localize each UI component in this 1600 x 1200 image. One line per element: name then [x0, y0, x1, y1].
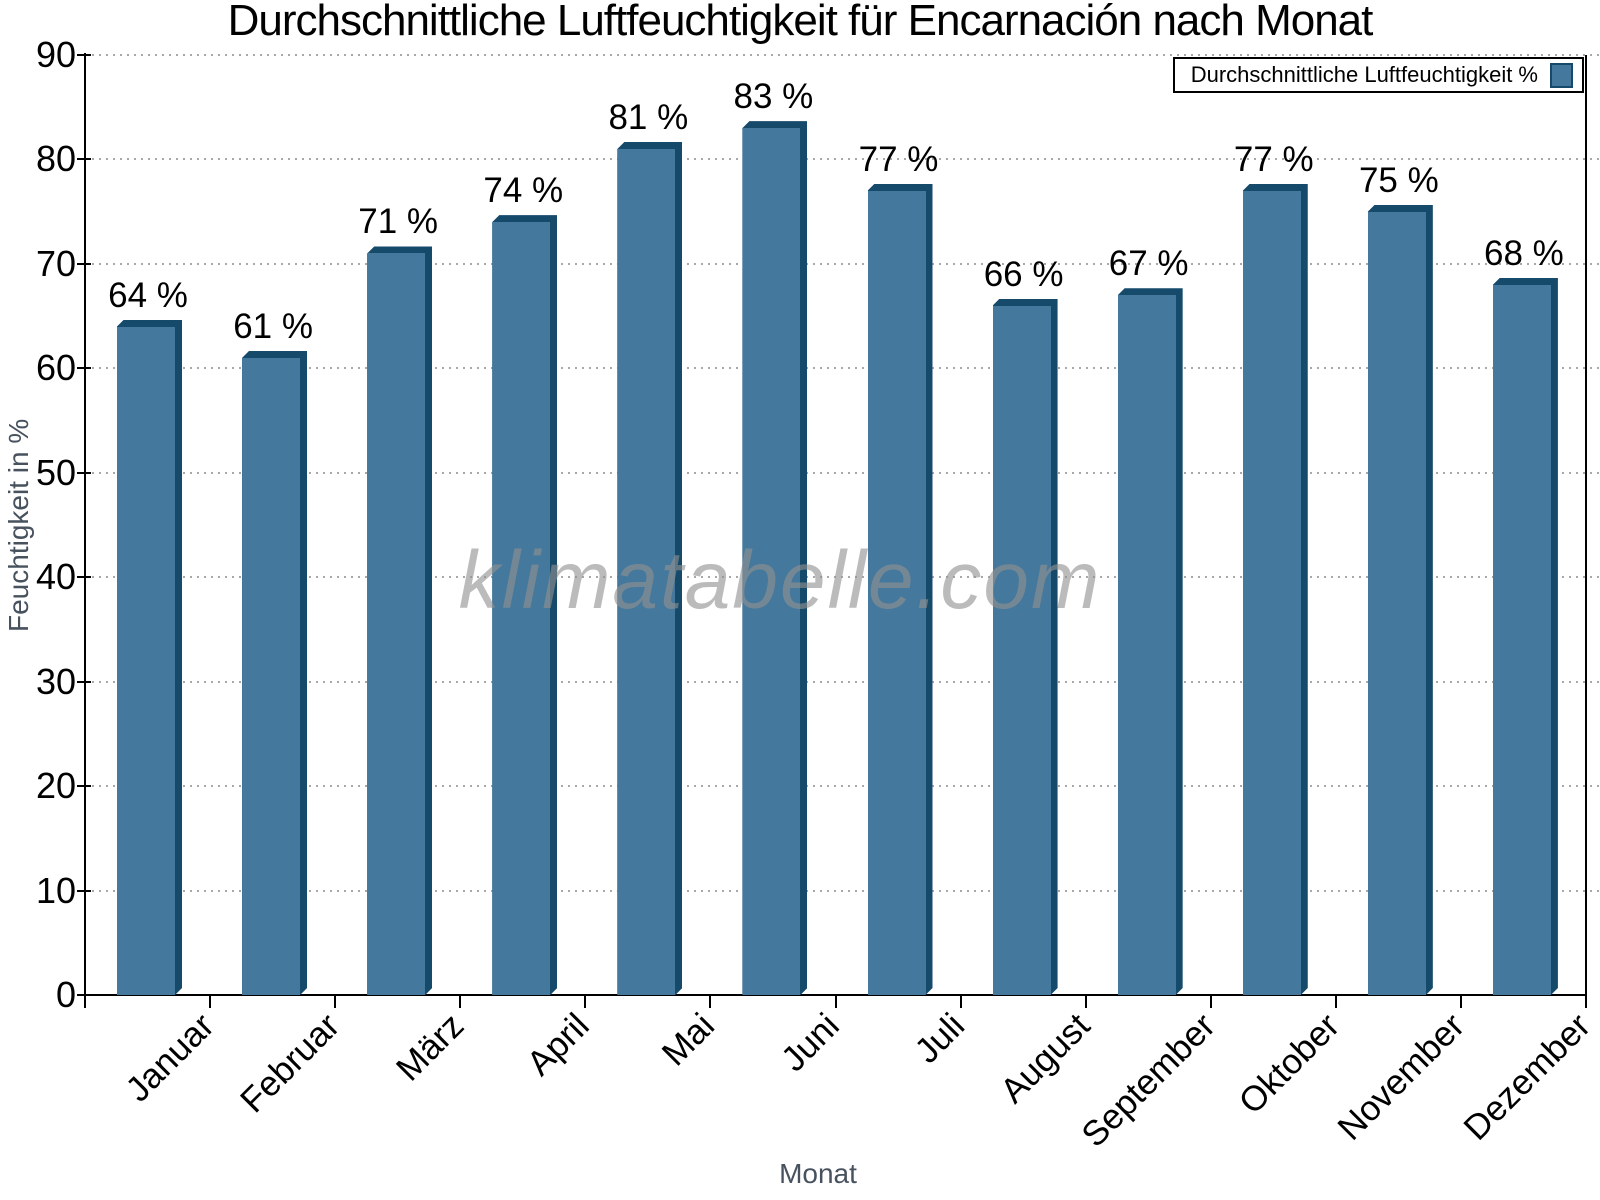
- x-tick-label: Juli: [907, 1006, 973, 1071]
- x-tick: [84, 995, 86, 1008]
- y-tick-label: 60: [35, 347, 76, 389]
- bar: [492, 215, 557, 995]
- y-tick-label: 70: [35, 242, 76, 284]
- gridline: [85, 576, 1600, 579]
- bar-face: [1118, 295, 1176, 995]
- x-tick: [834, 995, 837, 1008]
- bar: [117, 320, 182, 995]
- bar: [868, 184, 933, 995]
- bar-face: [117, 327, 175, 995]
- bar: [1118, 288, 1183, 995]
- bar-face: [993, 306, 1051, 995]
- x-tick: [709, 995, 712, 1008]
- bar-face: [242, 358, 300, 995]
- bar-value-label: 74 %: [483, 171, 564, 211]
- x-tick: [1209, 995, 1212, 1008]
- y-axis: [84, 53, 86, 997]
- legend-label: Durchschnittliche Luftfeuchtigkeit %: [1190, 62, 1538, 87]
- x-tick-label: Dezember: [1455, 1006, 1598, 1148]
- y-tick: [77, 54, 91, 56]
- bar-value-label: 81 %: [608, 98, 689, 137]
- bar: [993, 299, 1058, 995]
- bar-value-label: 66 %: [983, 254, 1064, 294]
- bar: [1243, 184, 1308, 995]
- y-tick-label: 80: [35, 138, 76, 180]
- y-tick: [77, 471, 91, 474]
- gridline: [85, 367, 1600, 370]
- x-tick-label: September: [1073, 1006, 1223, 1155]
- bar: [742, 121, 807, 995]
- legend-swatch: [1550, 62, 1573, 88]
- watermark: klimatabelle.com: [458, 535, 1102, 626]
- y-tick: [77, 785, 91, 788]
- x-tick: [1084, 995, 1087, 1008]
- plot-right-border: [1585, 55, 1587, 995]
- bar-face: [1368, 212, 1426, 995]
- gridline: [85, 262, 1600, 265]
- gridline: [85, 785, 1600, 788]
- x-axis-title: Monat: [779, 1158, 857, 1189]
- x-tick: [584, 995, 587, 1008]
- y-tick-label: 10: [35, 869, 76, 911]
- x-tick: [1459, 995, 1462, 1008]
- x-tick-label: November: [1330, 1006, 1473, 1148]
- x-tick: [334, 995, 337, 1008]
- y-tick: [77, 367, 91, 370]
- bar-face: [868, 191, 926, 995]
- bar-value-label: 83 %: [733, 77, 814, 117]
- bar-value-label: 61 %: [233, 306, 313, 346]
- y-tick: [77, 158, 91, 161]
- x-tick-label: März: [389, 1006, 472, 1089]
- y-tick: [77, 889, 91, 892]
- bar-face: [742, 128, 800, 995]
- y-tick-label: 20: [35, 765, 76, 807]
- x-tick: [959, 995, 962, 1008]
- x-tick-label: Mai: [654, 1006, 722, 1074]
- gridline: [85, 889, 1600, 892]
- y-tick-label: 30: [35, 660, 76, 702]
- x-tick-label: Oktober: [1231, 1006, 1348, 1122]
- bar-face: [492, 222, 550, 995]
- bar: [242, 351, 307, 995]
- bar-value-label: 68 %: [1484, 233, 1564, 273]
- x-tick: [459, 995, 462, 1008]
- gridline: [85, 471, 1600, 474]
- bar-face: [367, 253, 425, 995]
- x-tick-label: Februar: [232, 1006, 347, 1121]
- y-axis-title: Feuchtigkeit in %: [3, 418, 34, 632]
- legend: Durchschnittliche Luftfeuchtigkeit %: [1172, 57, 1584, 93]
- y-tick-label: 50: [35, 451, 76, 493]
- bar-value-label: 64 %: [108, 275, 188, 315]
- x-tick-label: Januar: [118, 1006, 222, 1110]
- x-tick-label: August: [992, 1006, 1098, 1111]
- y-tick: [77, 680, 91, 683]
- gridline: [85, 680, 1600, 683]
- x-tick: [209, 995, 212, 1008]
- x-tick-label: April: [519, 1006, 597, 1084]
- x-tick-label: Juni: [774, 1006, 848, 1079]
- bar-value-label: 67 %: [1108, 244, 1189, 284]
- gridline: [85, 54, 1600, 56]
- y-tick-label: 0: [55, 974, 76, 1015]
- bar: [367, 246, 432, 995]
- y-tick: [77, 262, 91, 265]
- x-tick: [1585, 995, 1587, 1008]
- gridline: [85, 158, 1600, 161]
- bar-face: [1493, 285, 1551, 995]
- y-tick-label: 40: [35, 556, 76, 598]
- bar-value-label: 71 %: [358, 202, 439, 242]
- chart-title: Durchschnittliche Luftfeuchtigkeit für E…: [227, 0, 1374, 45]
- bar-value-label: 77 %: [858, 139, 939, 179]
- x-tick: [1334, 995, 1337, 1008]
- bar-value-label: 75 %: [1358, 160, 1439, 200]
- bar: [1493, 278, 1558, 995]
- bar-face: [617, 149, 675, 995]
- bar: [1368, 205, 1433, 995]
- bar-value-label: 77 %: [1233, 139, 1314, 179]
- y-tick-label: 90: [35, 34, 76, 75]
- bar-face: [1243, 191, 1301, 995]
- bar: [617, 142, 682, 995]
- y-tick: [77, 576, 91, 579]
